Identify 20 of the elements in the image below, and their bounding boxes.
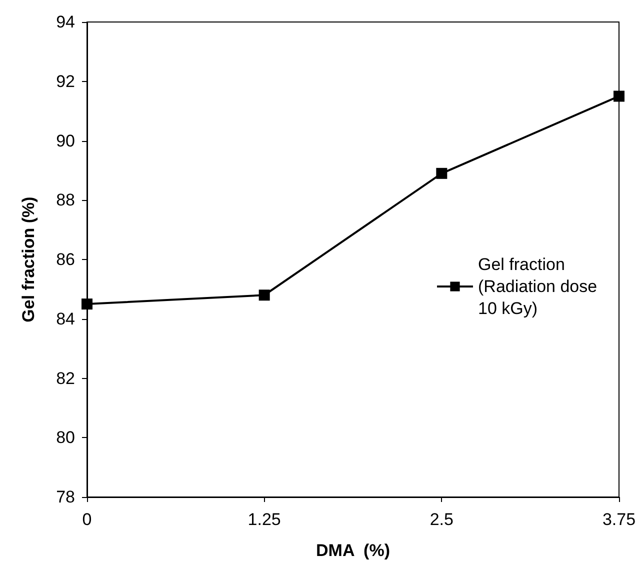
x-tick-label: 2.5 (430, 510, 454, 529)
y-tick-label: 80 (56, 428, 75, 448)
x-tick-label: 3.75 (602, 510, 636, 529)
y-tick-label: 84 (56, 309, 75, 328)
y-axis-title: Gel fraction (%) (19, 196, 38, 322)
x-tick-label: 1.25 (248, 510, 281, 529)
x-tick-label: 0 (82, 510, 92, 529)
y-tick-label: 92 (56, 72, 75, 91)
y-tick-label: 86 (56, 250, 75, 269)
y-tick-label: 90 (56, 131, 75, 150)
legend-label: Gel fraction (Radiation dose 10 kGy) (478, 255, 602, 318)
point (436, 168, 448, 179)
point (258, 290, 270, 301)
y-tick-label: 78 (56, 488, 75, 506)
point (82, 298, 92, 310)
point (614, 90, 624, 102)
x-axis-title: DMA (%) (316, 541, 390, 560)
y-tick-label: 82 (56, 368, 75, 388)
y-tick-label: 94 (56, 12, 75, 32)
y-tick-label: 88 (56, 190, 75, 210)
